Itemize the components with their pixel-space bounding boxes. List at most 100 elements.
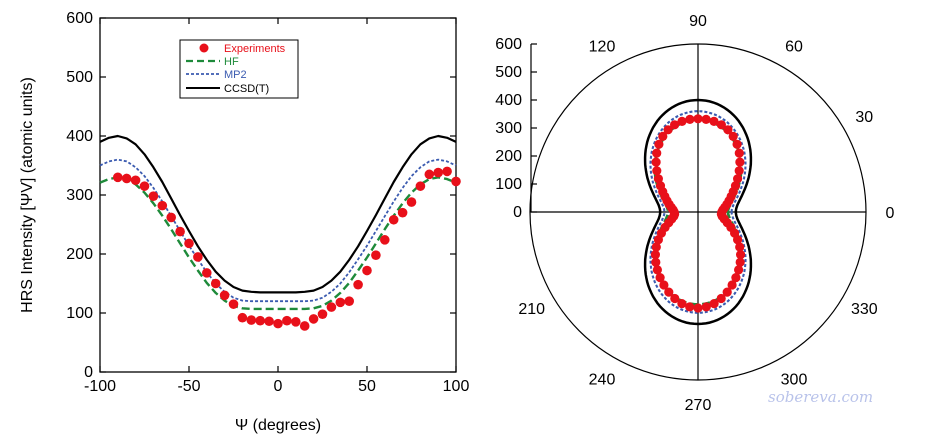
radial-tick-label: 400 [495, 92, 522, 109]
experiment-data-point [282, 315, 292, 326]
radial-tick-label: 600 [495, 36, 522, 53]
polar-experiment-points [650, 114, 746, 313]
polar-experiment-data-point [701, 302, 711, 312]
experiment-data-point [371, 250, 381, 260]
cartesian-series-lines [99, 134, 457, 311]
polar-experiment-data-point [730, 181, 741, 191]
experiment-data-point [344, 296, 355, 307]
angle-label: 330 [851, 301, 878, 318]
polar-experiment-data-point [716, 120, 727, 130]
polar-experiment-data-point [685, 114, 695, 124]
polar-experiment-data-point [701, 114, 711, 124]
legend-label-ccsdt: CCSD(T) [224, 83, 269, 95]
experiment-data-point [157, 200, 168, 211]
polar-experiment-data-point [734, 166, 744, 176]
experiment-data-point [175, 226, 185, 237]
polar-series-lines [643, 98, 753, 326]
experiment-data-point [308, 314, 319, 324]
experiment-data-point [335, 297, 346, 308]
cartesian-chart: -100 -50 0 50 100 0 100 200 300 400 500 600 Ψ (degr… [19, 10, 469, 434]
radial-tick-label: 500 [495, 64, 522, 81]
polar-experiment-data-point [650, 250, 661, 260]
experiment-data-point [166, 212, 176, 223]
y-tick-label: 400 [66, 128, 93, 145]
angle-label: 30 [855, 109, 873, 126]
y-tick-label: 200 [66, 246, 93, 263]
series-line-hf [99, 176, 457, 311]
polar-experiment-data-point [693, 303, 703, 313]
experiment-data-point [210, 278, 221, 289]
x-tick-label: 0 [274, 378, 283, 395]
polar-experiment-data-point [685, 302, 695, 312]
series-line-mp2 [99, 158, 457, 303]
polar-experiment-data-point [728, 131, 738, 141]
polar-experiment-data-point [735, 257, 745, 267]
experiment-data-point [353, 279, 363, 290]
radial-tick-label: 0 [513, 204, 522, 221]
polar-experiment-data-point [734, 148, 744, 158]
polar-experiment-data-point [716, 293, 726, 304]
cartesian-ticks: -100 -50 0 50 100 0 100 200 300 400 500 600 [66, 10, 469, 395]
polar-experiment-data-point [734, 265, 744, 275]
polar-experiment-data-point [733, 174, 743, 184]
legend-label-hf: HF [224, 56, 239, 68]
polar-experiment-data-point [677, 299, 687, 309]
experiment-data-point [326, 302, 337, 312]
angle-label: 60 [785, 39, 803, 56]
polar-experiment-data-point [732, 139, 742, 149]
polar-experiment-data-point [670, 293, 680, 304]
x-tick-label: -100 [84, 378, 116, 395]
experiment-data-point [139, 181, 150, 191]
experiment-data-point [380, 235, 390, 245]
polar-experiment-data-point [654, 139, 664, 149]
radial-tick-label: 100 [495, 176, 522, 193]
angle-label: 270 [685, 397, 712, 414]
legend: Experiments HF MP2 CCSD(T) [179, 39, 299, 99]
polar-experiment-data-point [652, 265, 663, 275]
angle-label: 90 [689, 13, 707, 30]
polar-experiment-data-point [653, 235, 664, 245]
experiment-data-point [219, 290, 230, 301]
cartesian-experiment-points [113, 166, 461, 331]
y-tick-label: 600 [66, 10, 93, 27]
legend-label-experiments: Experiments [224, 43, 286, 55]
polar-experiment-data-point [731, 273, 741, 283]
experiment-data-point [264, 316, 274, 327]
y-tick-label: 0 [84, 364, 93, 381]
polar-experiment-data-point [652, 148, 662, 158]
experiment-data-point [184, 238, 194, 249]
angle-label: 120 [589, 39, 616, 56]
polar-experiment-data-point [709, 116, 719, 126]
series-line-ccsdt [99, 134, 457, 294]
polar-experiment-data-point [651, 157, 661, 167]
polar-experiment-data-point [651, 242, 661, 252]
experiment-data-point [148, 191, 159, 201]
experiment-data-point [406, 197, 417, 207]
polar-experiment-data-point [663, 125, 673, 135]
polar-experiment-data-point [693, 114, 703, 124]
y-tick-label: 100 [66, 305, 93, 322]
x-tick-label: -50 [177, 378, 200, 395]
y-tick-label: 300 [66, 187, 93, 204]
polar-experiment-data-point [709, 299, 719, 309]
angle-label: 210 [518, 301, 545, 318]
experiment-data-point [451, 176, 461, 187]
angle-label: 0 [886, 205, 895, 222]
polar-experiment-data-point [722, 287, 732, 297]
polar-series-line-mp2 [649, 110, 747, 314]
polar-experiment-data-point [664, 287, 674, 297]
experiment-data-point [237, 312, 248, 323]
y-tick-label: 500 [66, 69, 93, 86]
polar-experiment-data-point [659, 280, 669, 290]
watermark-text: sobereva.com [768, 388, 873, 406]
experiment-data-point [202, 268, 212, 278]
experiment-data-point [362, 265, 372, 276]
experiment-data-point [424, 169, 435, 180]
polar-experiment-data-point [670, 120, 680, 130]
radial-tick-label: 200 [495, 148, 522, 165]
polar-experiment-data-point [735, 242, 745, 252]
polar-experiment-data-point [658, 131, 668, 141]
experiment-data-point [255, 315, 265, 326]
experiment-data-point [246, 315, 257, 325]
